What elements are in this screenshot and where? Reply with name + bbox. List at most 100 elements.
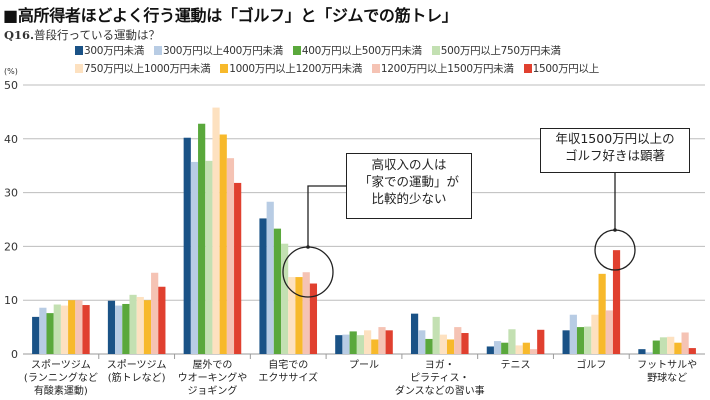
y-tick-label: 30 <box>4 187 18 200</box>
x-tick-label: テニス <box>501 360 531 371</box>
bar <box>605 310 613 354</box>
bar <box>234 182 242 354</box>
bar <box>432 316 440 354</box>
bar <box>309 283 318 354</box>
bar <box>273 228 282 354</box>
bar <box>410 313 419 354</box>
bar <box>136 296 144 354</box>
x-tick-label-line: 屋外での <box>192 359 232 371</box>
legend-swatch <box>523 64 532 73</box>
question-text: 普段行っている運動は？ <box>34 28 160 42</box>
legend-label: 300万円未満 <box>84 45 144 57</box>
bar <box>212 107 220 354</box>
x-tick-label-line: 有酸素運動) <box>34 384 88 397</box>
bar <box>638 349 646 354</box>
x-tick-label: ゴルフ <box>576 358 606 371</box>
bar <box>183 137 191 354</box>
bar <box>53 304 61 354</box>
bar <box>219 134 227 354</box>
connector-dot <box>306 245 310 249</box>
bar <box>446 339 455 354</box>
bar <box>302 272 310 354</box>
bar <box>46 313 54 354</box>
bar <box>349 331 357 354</box>
legend-swatch <box>75 46 83 55</box>
bar <box>288 277 296 354</box>
bar <box>190 161 199 354</box>
y-tick-label: 20 <box>4 240 18 253</box>
x-tick-label-line: プール <box>349 359 379 371</box>
bar <box>501 342 509 354</box>
bar <box>645 352 653 354</box>
y-tick-label: 0 <box>11 348 18 361</box>
x-tick-label-line: スポーツジム <box>31 359 91 371</box>
legend-item: 1000万円以上1200万円未満 <box>220 61 362 76</box>
bar <box>584 326 592 354</box>
chart-subtitle: Q16.普段行っている運動は？ <box>4 27 160 43</box>
bar <box>107 300 116 354</box>
x-tick-label-line: テニス <box>501 360 531 371</box>
legend-label: 400万円以上500万円未満 <box>301 45 422 57</box>
bar <box>652 340 660 354</box>
legend-item: 500万円以上750万円未満 <box>431 43 561 58</box>
x-tick-label-line: ジョギング <box>187 384 237 397</box>
bar <box>418 330 426 354</box>
x-tick-label-line: (筋トレなど) <box>108 371 166 384</box>
connector-line <box>307 185 346 247</box>
x-tick-label: スポーツジム(ランニングなど有酸素運動) <box>24 359 98 397</box>
y-axis-unit: (%) <box>4 67 18 76</box>
legend-swatch <box>292 46 301 55</box>
bar <box>667 336 675 354</box>
annotation-box-golf: 年収1500万円以上の ゴルフ好きは顕著 <box>540 128 690 173</box>
x-tick-label-line: ダンスなどの習い事 <box>395 384 485 397</box>
bar <box>515 345 523 354</box>
legend-label: 1200万円以上1500万円未満 <box>380 63 514 75</box>
bar <box>342 334 350 354</box>
annotation-text-line: ゴルフ好きは顕著 <box>564 148 665 163</box>
bar <box>425 338 433 354</box>
legend-item: 400万円以上500万円未満 <box>292 43 422 58</box>
bar <box>115 305 123 354</box>
x-tick-label-line: ピラティス・ <box>410 372 469 384</box>
bar <box>529 349 538 354</box>
legend-item: 300万円以上400万円未満 <box>153 43 283 58</box>
legend-item: 1500万円以上 <box>523 61 600 76</box>
y-tick-label: 50 <box>4 79 18 92</box>
bar <box>612 250 621 354</box>
bar <box>122 303 130 354</box>
legend-label: 300万円以上400万円未満 <box>162 45 283 57</box>
legend-swatch <box>153 46 162 55</box>
connector-dot <box>613 228 617 232</box>
legend-item: 750万円以上1000万円未満 <box>75 61 211 76</box>
x-tick-label-line: 自宅での <box>268 358 308 371</box>
x-tick-label: 屋外でのウオーキングやジョギング <box>178 359 248 397</box>
bar <box>569 314 577 354</box>
legend-label: 750万円以上1000万円未満 <box>84 63 211 75</box>
bar <box>75 300 83 354</box>
annotation-text-line: 高収入の人は <box>371 157 447 172</box>
x-tick-label: フットサルや野球など <box>637 359 697 384</box>
annotation-box-home-exercise: 高収入の人は 「家での運動」が 比較的少ない <box>346 153 472 219</box>
bar <box>371 339 379 354</box>
bar <box>266 201 274 354</box>
x-tick-label-line: ゴルフ <box>576 358 606 371</box>
bar <box>562 330 570 354</box>
bar <box>129 294 137 354</box>
x-tick-label-line: (ランニングなど <box>24 371 98 384</box>
x-tick-label-line: ウオーキングや <box>178 371 248 384</box>
bar <box>32 316 40 354</box>
legend-item: 300万円未満 <box>75 43 144 58</box>
bar <box>356 335 364 354</box>
bar <box>681 332 689 354</box>
legend-swatch <box>75 64 83 73</box>
legend-label: 500万円以上750万円未満 <box>440 45 561 57</box>
legend-label: 1000万円以上1200万円未満 <box>229 63 362 75</box>
bar <box>674 342 682 354</box>
chart-title: ■高所得者ほどよく行う運動は「ゴルフ」と「ジムでの筋トレ」 <box>3 6 458 25</box>
bar <box>364 330 372 354</box>
annotation-text-line: 年収1500万円以上の <box>555 131 675 146</box>
bar <box>461 333 469 354</box>
bar <box>378 327 386 354</box>
legend-label: 1500万円以上 <box>532 63 600 75</box>
